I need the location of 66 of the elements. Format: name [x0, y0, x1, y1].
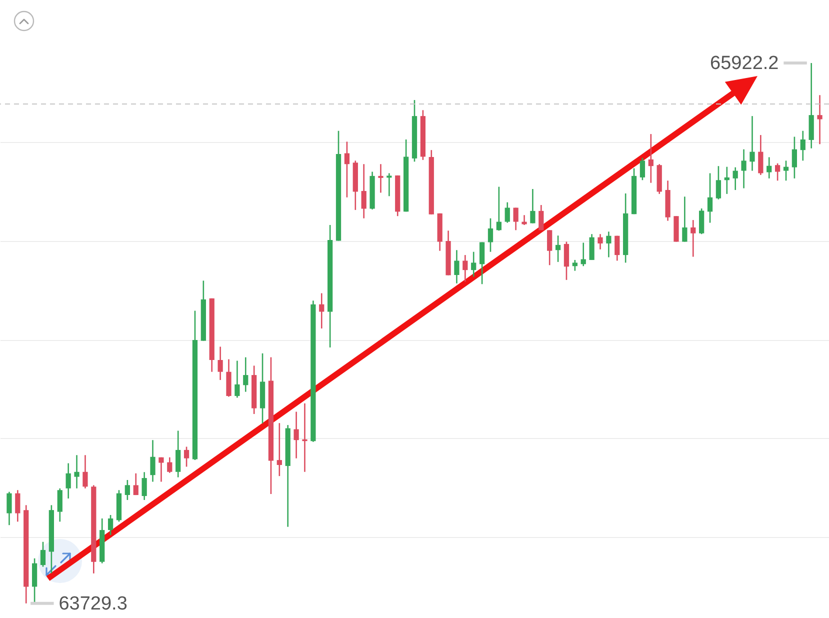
candlestick: [344, 141, 350, 198]
candlestick: [741, 148, 746, 189]
candlestick: [732, 166, 738, 191]
candlestick: [572, 259, 578, 272]
candlestick: [133, 472, 138, 496]
candlestick: [614, 235, 620, 262]
annotation: 65922.2: [710, 53, 779, 74]
candlestick: [82, 454, 88, 490]
candlestick: [513, 207, 518, 231]
candlestick: [454, 249, 460, 284]
candlestick: [142, 471, 147, 501]
candlestick: [218, 346, 223, 381]
candlestick: [124, 479, 130, 501]
candlestick: [800, 130, 806, 162]
candlestick: [361, 163, 366, 219]
candlestick: [792, 136, 798, 180]
candlestick: [378, 163, 384, 194]
candlestick: [707, 172, 713, 224]
candlestick: [158, 456, 164, 482]
candlestick: [496, 186, 502, 232]
candlestick: [530, 188, 536, 224]
candlestick: [775, 162, 780, 182]
candlestick: [243, 356, 248, 392]
candlestick: [589, 233, 594, 261]
candlestick: [817, 94, 822, 145]
candlestick: [606, 230, 612, 258]
candlestick: [538, 204, 544, 231]
candlestick: [479, 242, 485, 285]
candlestick: [547, 230, 552, 266]
candlestick: [598, 233, 603, 250]
candlestick: [150, 439, 156, 482]
candlestick: [319, 292, 324, 330]
candlestick: [555, 234, 561, 263]
candlestick: [471, 251, 476, 278]
candlestick: [6, 491, 12, 526]
candlestick: [167, 456, 172, 474]
candlestick: [234, 360, 240, 398]
candlestick: [40, 541, 46, 568]
candlestick: [57, 488, 62, 522]
candlestick: [276, 422, 282, 477]
candlestick: [716, 165, 722, 200]
candlestick: [74, 454, 80, 490]
candlestick: [783, 160, 789, 182]
annotation: 63729.3: [58, 593, 128, 614]
candlestick: [176, 430, 181, 478]
candlestick: [15, 489, 20, 522]
candlestick: [302, 402, 308, 473]
candlestick: [564, 241, 570, 281]
candlestick: [682, 196, 688, 242]
candlestick: [699, 208, 704, 235]
candlestick: [758, 134, 764, 176]
candlestick: [32, 558, 38, 603]
candlestick: [488, 218, 494, 252]
candlestick: [640, 157, 646, 181]
candlestick: [294, 411, 299, 459]
candlestick: [66, 462, 71, 500]
candlestick: [690, 219, 696, 258]
candlestick: [184, 446, 190, 468]
candlestick: [648, 133, 654, 184]
candlestick: [462, 254, 468, 282]
candlestick: [108, 514, 114, 536]
candlestick: [750, 115, 755, 172]
candlestick: [766, 156, 772, 180]
candlestick: [580, 242, 586, 267]
candlestick: [386, 172, 392, 197]
candlestick: [504, 202, 510, 224]
